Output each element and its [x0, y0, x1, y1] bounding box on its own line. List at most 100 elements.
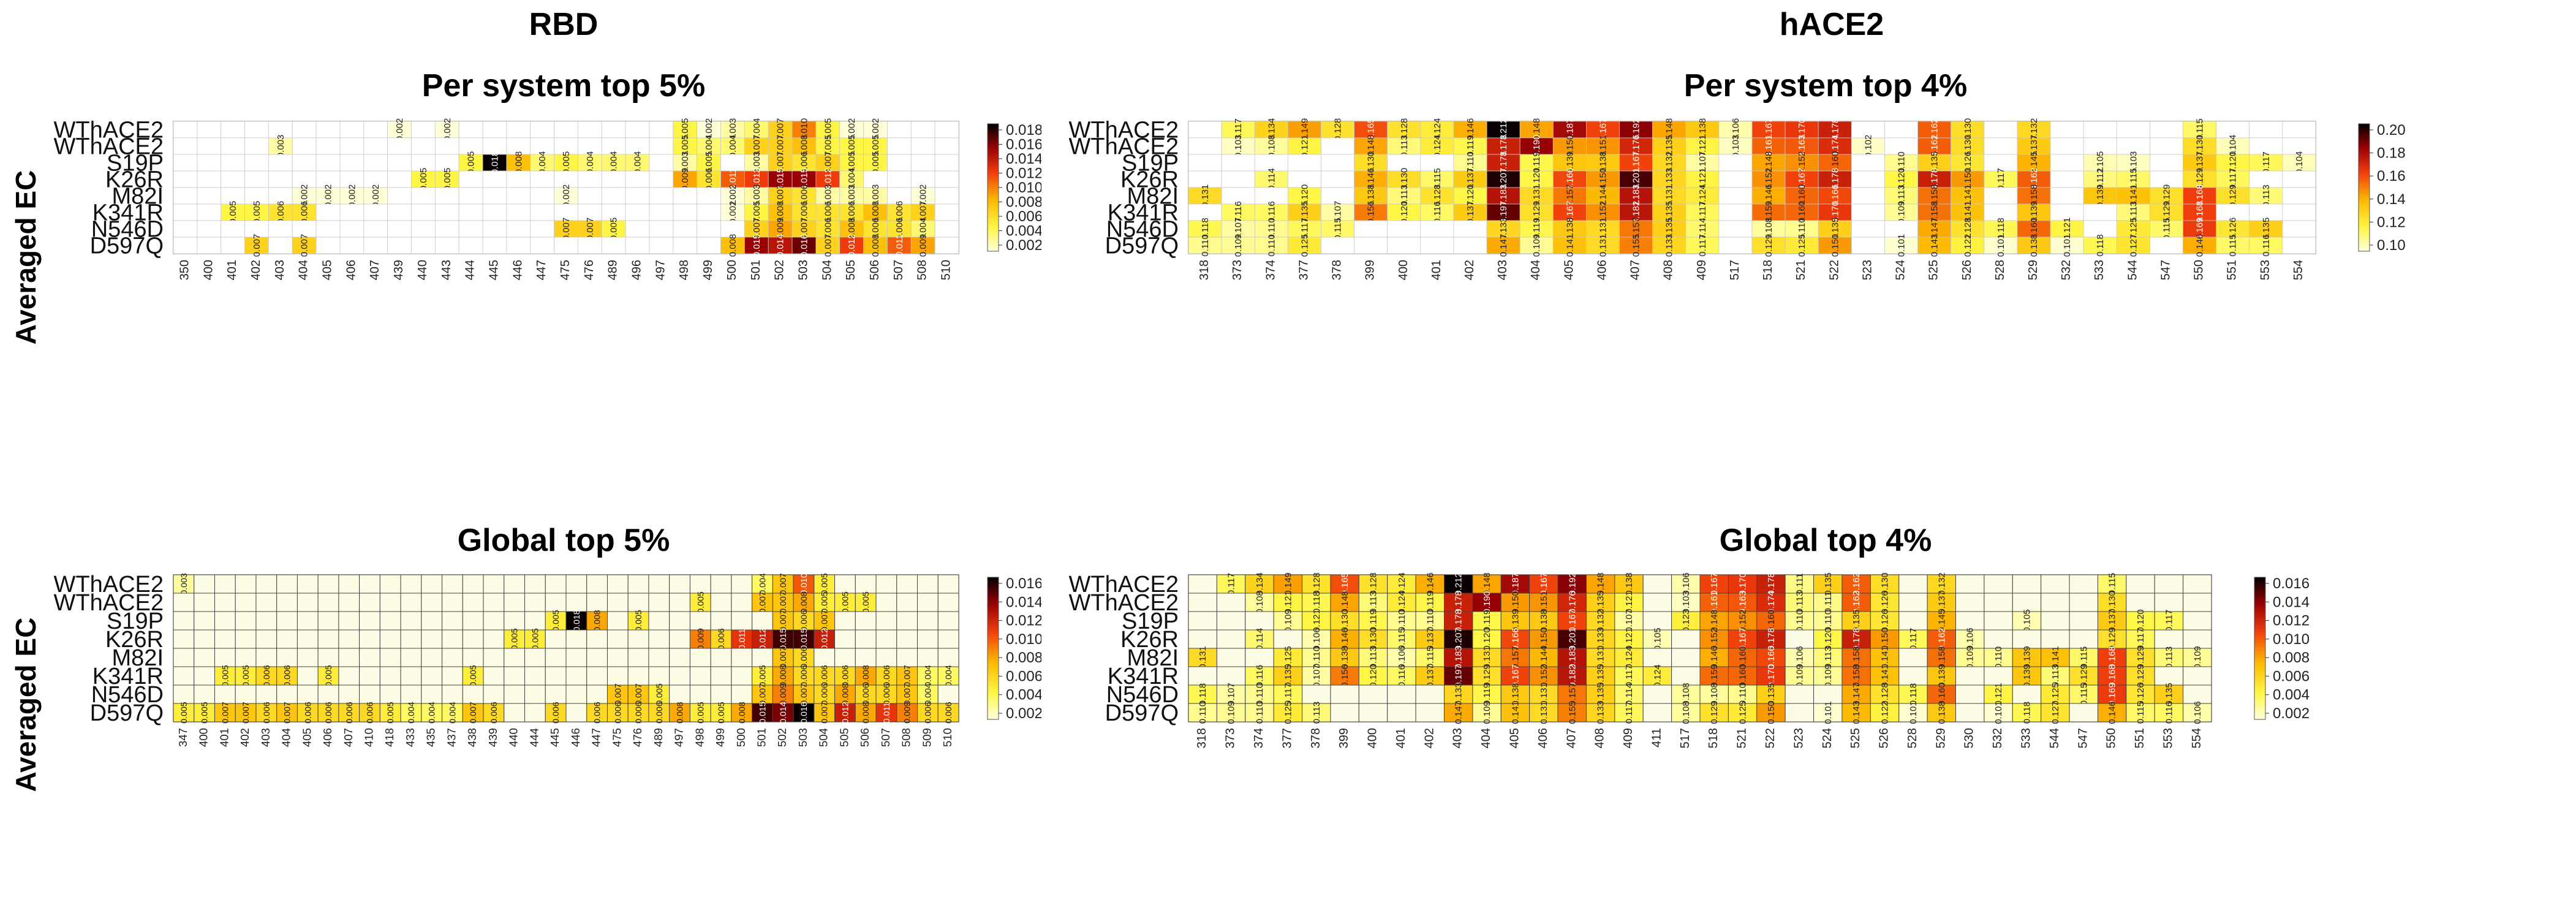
cell-value-label: 0.114 — [1266, 168, 1277, 190]
cell-value-label: 0.146 — [1764, 184, 1774, 208]
cell-value-label: 0.006 — [799, 665, 809, 687]
cell-value-label: 0.137 — [2029, 135, 2039, 158]
cell-value-label: 0.212 — [1454, 572, 1464, 596]
colorbar-segment — [988, 674, 999, 677]
heatmap-cell — [627, 593, 649, 612]
cell-value-label: 0.148 — [1532, 118, 1542, 142]
heatmap-cell — [768, 170, 793, 188]
colorbar-segment — [988, 688, 999, 692]
colorbar-segment — [988, 179, 999, 182]
cell-value-label: 0.148 — [1340, 591, 1350, 614]
heatmap-cell — [1818, 187, 1852, 205]
cell-value-label: 0.111 — [1794, 573, 1805, 594]
column-label: 402 — [1463, 260, 1476, 280]
heatmap-cell — [934, 203, 959, 221]
heatmap-cell — [855, 593, 877, 612]
heatmap-cell — [710, 684, 732, 704]
colorbar-segment — [988, 213, 999, 216]
colorbar-segment — [988, 693, 999, 696]
cell-value-label: 0.004 — [428, 702, 437, 724]
colorbar-segment — [2359, 127, 2370, 131]
cell-value-label: 0.144 — [1598, 184, 1608, 208]
heatmap-cell — [649, 220, 674, 238]
cell-value-label: 0.007 — [241, 702, 251, 724]
heatmap-cell — [434, 187, 459, 205]
cell-value-label: 0.135 — [1766, 683, 1777, 706]
heatmap-cell — [194, 574, 215, 594]
heatmap-cell — [863, 203, 888, 221]
cell-value-label: 0.007 — [776, 184, 786, 208]
cell-value-label: 0.120 — [1299, 184, 1310, 208]
colorbar-segment — [988, 705, 999, 708]
heatmap-cell — [1302, 593, 1331, 612]
cell-value-label: 0.004 — [944, 665, 954, 687]
colorbar-segment — [988, 202, 999, 205]
cell-value-label: 0.113 — [1399, 184, 1410, 207]
heatmap-cell — [606, 593, 629, 612]
cell-value-label: 0.113 — [2261, 184, 2272, 207]
column-label: 533 — [2019, 728, 2033, 748]
heatmap-cell — [1254, 154, 1288, 172]
heatmap-cell — [1486, 170, 1520, 188]
heatmap-cell — [462, 666, 484, 686]
cell-value-label: 0.135 — [1283, 664, 1293, 688]
column-label: 522 — [1764, 728, 1777, 748]
cell-value-label: 0.005 — [752, 201, 762, 224]
colorbar-segment — [988, 676, 999, 680]
colorbar-segment — [2254, 646, 2265, 649]
column-label: 529 — [2026, 260, 2040, 280]
cell-value-label: 0.101 — [1823, 701, 1834, 724]
heatmap-cell — [359, 648, 380, 667]
heatmap-cell — [221, 203, 245, 221]
cell-value-label: 0.005 — [820, 591, 830, 613]
heatmap-cell — [1984, 629, 2013, 649]
column-label: 443 — [440, 260, 453, 280]
cell-value-label: 0.120 — [2228, 151, 2238, 175]
cell-value-label: 0.006 — [551, 702, 561, 724]
colorbar-segment — [2359, 156, 2370, 159]
cell-value-label: 0.120 — [1897, 168, 1907, 191]
cell-value-label: 0.005 — [221, 665, 230, 687]
heatmap-cell — [2116, 187, 2150, 205]
colorbar-segment — [988, 662, 999, 665]
heatmap-cell — [268, 170, 293, 188]
cell-value-label: 0.007 — [779, 591, 788, 613]
heatmap-cell — [2017, 121, 2051, 138]
cell-value-label: 0.006 — [283, 665, 293, 687]
column-label: 405 — [1562, 260, 1576, 280]
cell-value-label: 0.006 — [262, 665, 272, 687]
heatmap-cell — [1216, 684, 1246, 704]
column-label: 408 — [1662, 260, 1675, 280]
heatmap-cell — [578, 187, 602, 205]
cell-value-label: 0.004 — [448, 702, 458, 724]
heatmap-cell — [2154, 593, 2184, 612]
heatmap-cell — [1685, 220, 1720, 238]
cell-value-label: 0.003 — [728, 118, 738, 142]
colorbar-segment — [2254, 665, 2265, 668]
heatmap-cell — [1321, 237, 1354, 254]
heatmap-cell — [1254, 137, 1288, 155]
colorbar-segment — [988, 176, 999, 180]
heatmap-cell — [1221, 154, 1255, 172]
heatmap-cell — [2116, 121, 2150, 138]
cell-value-label: 0.006 — [324, 702, 334, 724]
column-label: 318 — [1195, 728, 1209, 748]
heatmap-cell — [1500, 574, 1530, 594]
heatmap-cell — [1557, 574, 1587, 594]
colorbar-segment — [988, 624, 999, 627]
cell-value-label: 0.007 — [221, 702, 230, 724]
heatmap-cell — [887, 137, 912, 155]
heatmap-cell — [917, 648, 939, 667]
cell-value-label: 0.141 — [1880, 646, 1890, 669]
heatmap-cell — [504, 703, 526, 722]
cell-value-label: 0.118 — [1200, 218, 1211, 240]
cell-value-label: 0.003 — [752, 151, 762, 175]
cell-value-label: 0.014 — [779, 702, 788, 724]
heatmap-cell — [1358, 574, 1388, 594]
cell-value-label: 0.118 — [1198, 683, 1208, 705]
cell-value-label: 0.015 — [752, 234, 762, 257]
cell-value-label: 0.005 — [510, 628, 520, 650]
heatmap-cell — [1718, 187, 1753, 205]
cell-value-label: 0.107 — [1312, 664, 1322, 688]
heatmap-cell — [462, 611, 484, 631]
